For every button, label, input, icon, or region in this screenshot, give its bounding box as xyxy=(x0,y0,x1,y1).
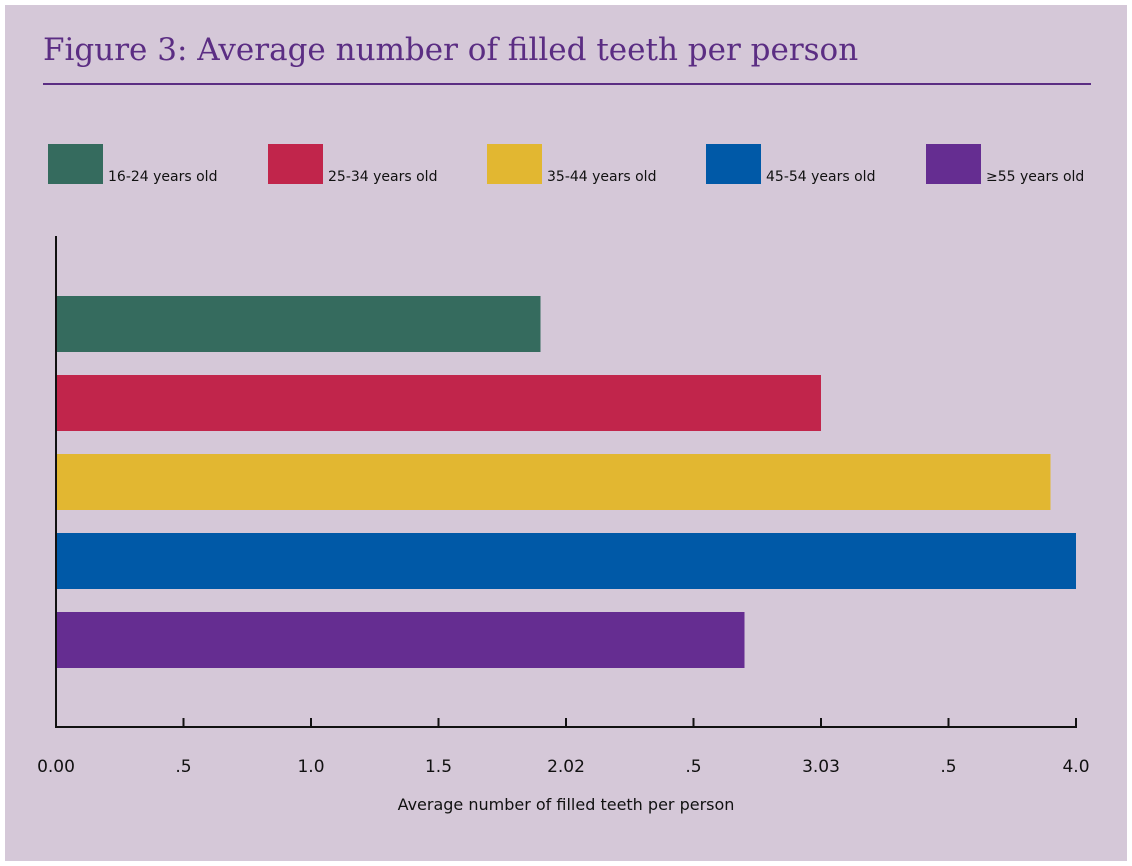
legend-label-16-24: 16-24 years old xyxy=(108,169,218,185)
legend-label-25-34: 25-34 years old xyxy=(328,169,438,185)
x-tick-label-0: 0.00 xyxy=(37,757,75,777)
x-tick-label-4: 2.02 xyxy=(547,757,585,777)
bar-45-54-years-old xyxy=(56,533,1076,589)
x-tick-label-8: 4.0 xyxy=(1062,757,1089,777)
legend-swatch-35-44 xyxy=(487,144,542,184)
legend-label-55-plus: ≥55 years old xyxy=(986,169,1085,185)
title-divider xyxy=(43,83,1091,85)
x-tick-label-7: .5 xyxy=(940,757,956,777)
legend-swatch-25-34 xyxy=(268,144,323,184)
x-tick-label-5: .5 xyxy=(685,757,701,777)
legend-label-45-54: 45-54 years old xyxy=(766,169,876,185)
x-axis-label: Average number of filled teeth per perso… xyxy=(398,795,735,814)
legend-swatch-55-plus xyxy=(926,144,981,184)
x-tick-label-3: 1.5 xyxy=(425,757,452,777)
bar-55-years-old xyxy=(56,612,745,668)
bar-35-44-years-old xyxy=(56,454,1051,510)
bar-25-34-years-old xyxy=(56,375,821,431)
bar-16-24-years-old xyxy=(56,296,541,352)
x-tick-label-1: .5 xyxy=(175,757,191,777)
legend-swatch-45-54 xyxy=(706,144,761,184)
legend-swatch-16-24 xyxy=(48,144,103,184)
x-tick-label-2: 1.0 xyxy=(297,757,324,777)
legend-label-35-44: 35-44 years old xyxy=(547,169,657,185)
x-tick-label-6: 3.03 xyxy=(802,757,840,777)
chart-title: Figure 3: Average number of filled teeth… xyxy=(43,32,859,68)
